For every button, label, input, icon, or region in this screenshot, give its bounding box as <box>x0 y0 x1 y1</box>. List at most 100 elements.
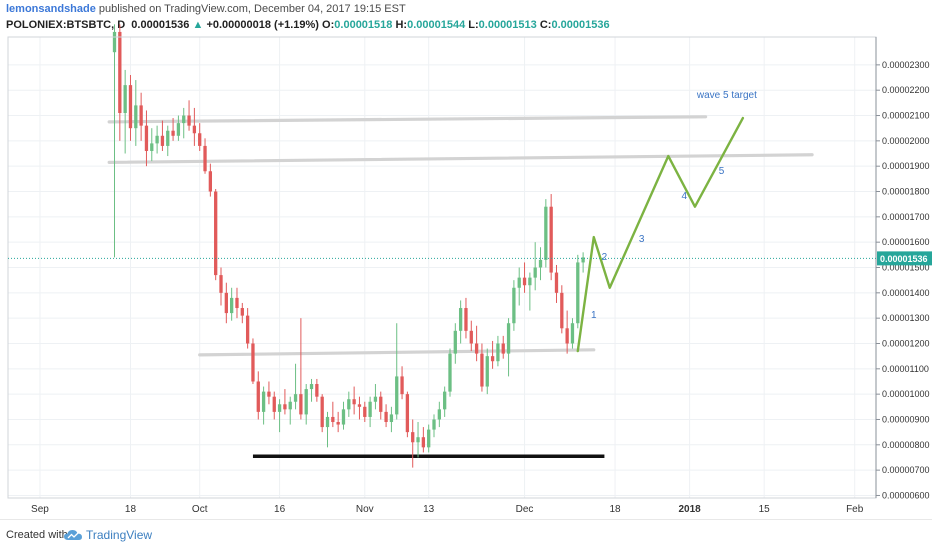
candle-down <box>118 24 122 141</box>
candle-down <box>171 118 175 141</box>
candle-body <box>245 315 250 344</box>
candle-body <box>171 130 175 136</box>
y-tick-label: 0.00002000 <box>882 136 930 146</box>
candle-up <box>176 115 181 141</box>
candle-body <box>230 297 234 314</box>
candle-up <box>533 242 537 291</box>
candle-down <box>224 282 228 324</box>
candle-down <box>235 287 239 319</box>
y-tick-label: 0.00001800 <box>882 187 930 197</box>
candle-body <box>512 287 516 324</box>
current-price-label: 0.00001536 <box>880 254 928 264</box>
candle-body <box>134 105 138 129</box>
candle-down <box>549 194 553 281</box>
current-price-tag <box>877 251 932 266</box>
candle-down <box>560 285 564 334</box>
candle-body <box>421 437 426 448</box>
y-tick-label: 0.00001100 <box>882 364 929 374</box>
change-value: +0.00000018 (+1.19%) <box>206 19 319 31</box>
y-tick-label: 0.00002200 <box>882 85 930 95</box>
candle-down <box>315 378 319 402</box>
y-tick-label: 0.00001900 <box>882 161 930 171</box>
candle-down <box>203 138 207 174</box>
candle-down <box>240 302 244 324</box>
candle-up <box>437 401 441 428</box>
candle-body <box>325 416 330 428</box>
candle-body <box>490 356 495 362</box>
candle-down <box>384 404 388 428</box>
candle-down <box>272 391 276 420</box>
candle-down <box>251 338 255 385</box>
candle-body <box>581 257 585 263</box>
candle-down <box>299 318 303 420</box>
candle-body <box>256 381 260 412</box>
candle-body <box>395 376 399 415</box>
candle-body <box>219 275 223 293</box>
candle-body <box>432 419 436 430</box>
candles <box>112 24 585 468</box>
grid <box>8 37 876 498</box>
tradingview-brand-link[interactable]: TradingView <box>86 528 153 542</box>
candle-down <box>139 92 143 141</box>
candle-down <box>490 340 495 369</box>
candle-body <box>379 396 383 412</box>
candle-body <box>304 389 308 415</box>
candle-body <box>368 401 372 417</box>
candle-body <box>528 277 532 286</box>
y-tick-label: 0.00001500 <box>882 263 930 273</box>
candle-up <box>277 399 282 433</box>
candle-body <box>272 396 276 412</box>
high-label: H: <box>395 19 408 31</box>
x-tick-label: Sep <box>31 504 49 515</box>
candle-down <box>352 386 356 415</box>
y-tick-label: 0.00001700 <box>882 212 930 222</box>
candle-body <box>437 409 441 420</box>
candle-body <box>474 343 479 354</box>
candle-up <box>416 422 420 458</box>
candle-up <box>166 125 170 157</box>
candle-down <box>208 163 213 197</box>
candle-body <box>416 437 420 443</box>
candle-body <box>176 123 181 136</box>
candle-body <box>496 343 500 362</box>
candle-down <box>214 188 218 281</box>
candle-body <box>538 259 543 268</box>
candle-down <box>405 391 410 438</box>
level-upper-resistance <box>107 115 708 124</box>
candle-up <box>368 396 372 428</box>
candle-up <box>528 272 532 311</box>
candle-up <box>512 280 516 331</box>
candle-body <box>549 206 553 273</box>
candle-body <box>576 262 580 324</box>
candle-up <box>112 24 117 258</box>
candle-up <box>309 378 314 402</box>
candle-down <box>320 394 324 433</box>
candle-body <box>251 343 255 382</box>
candle-up <box>395 323 399 420</box>
candle-up <box>288 396 292 425</box>
candle-body <box>411 432 415 443</box>
candle-down <box>421 427 426 453</box>
candle-up <box>293 363 298 410</box>
candle-body <box>400 376 404 395</box>
level-middle-resistance <box>107 153 814 164</box>
candle-body <box>522 277 527 286</box>
candle-body <box>261 391 266 412</box>
candle-body <box>208 171 213 192</box>
open-label: O: <box>322 19 335 31</box>
candle-down <box>144 110 149 167</box>
candle-body <box>214 191 218 276</box>
candle-body <box>320 396 324 428</box>
candle-body <box>570 323 575 344</box>
candle-body <box>112 31 117 53</box>
candle-body <box>139 105 143 126</box>
candle-body <box>331 416 335 423</box>
last-price: 0.00001536 <box>131 19 190 31</box>
candle-body <box>155 135 159 144</box>
close-label: C: <box>539 19 552 31</box>
author-link[interactable]: lemonsandshade <box>6 3 96 15</box>
footer: Created with TradingView <box>0 519 932 551</box>
candle-body <box>160 135 165 146</box>
candle-body <box>235 297 239 309</box>
